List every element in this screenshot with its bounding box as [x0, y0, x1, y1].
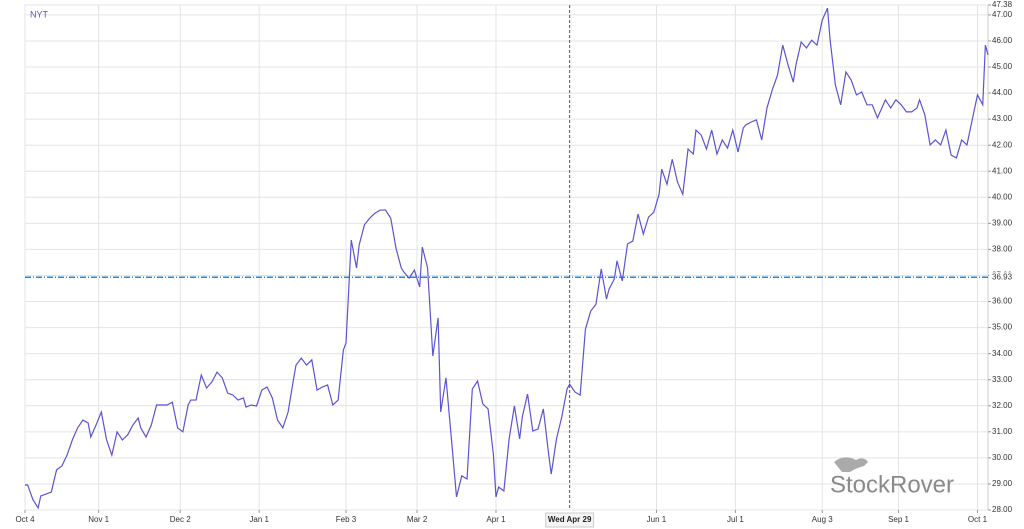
x-tick-label: Sep 1 [888, 515, 909, 524]
price-line [25, 7, 989, 510]
y-tick-label: 39.00 [992, 218, 1013, 227]
legend-label: NYT [30, 9, 49, 19]
y-tick-label: 38.00 [992, 245, 1013, 254]
x-tick-label: Jan 1 [249, 515, 269, 524]
x-tick-label: Aug 3 [812, 515, 833, 524]
y-tick-label: 40.00 [992, 192, 1013, 201]
x-tick-label: Mar 2 [407, 515, 428, 524]
y-tick-label: 29.00 [992, 479, 1013, 488]
y-tick-label: 47.00 [992, 10, 1013, 19]
y-tick-label: 47.38 [992, 0, 1013, 9]
x-tick-label: Jun 1 [647, 515, 667, 524]
y-tick-label: 36.00 [992, 297, 1013, 306]
y-tick-label: 41.00 [992, 166, 1013, 175]
crosshair-label-box [545, 512, 595, 528]
y-tick-label: 46.00 [992, 36, 1013, 45]
x-tick-label: Oct 4 [15, 515, 35, 524]
x-tick-label: Jul 1 [727, 515, 744, 524]
y-tick-label: 33.00 [992, 375, 1013, 384]
x-tick-label: Feb 3 [336, 515, 357, 524]
y-tick-label: 32.00 [992, 401, 1013, 410]
y-tick-label: 45.00 [992, 62, 1013, 71]
y-tick-label: 30.00 [992, 453, 1013, 462]
y-tick-label: 28.00 [992, 505, 1013, 514]
reference-label-box [989, 272, 1019, 283]
grid: 28.00 29.00 30.00 31.00 32.00 33.00 34.00 35.00… [15, 0, 1012, 524]
reference-label: 36.93 [992, 272, 1013, 281]
logo-icon [834, 457, 868, 472]
x-tick-label: Dec 2 [170, 515, 191, 524]
y-tick-label: 44.00 [992, 88, 1013, 97]
plot-area [24, 4, 989, 511]
marks: 36.93 Wed Apr 29 NYT [25, 5, 1019, 528]
x-tick-label: Nov 1 [88, 515, 109, 524]
y-tick-label: 35.00 [992, 323, 1013, 332]
crosshair-label: Wed Apr 29 [548, 515, 592, 524]
x-tick-label: Oct 1 [968, 515, 988, 524]
y-tick-label: 43.00 [992, 114, 1013, 123]
y-tick-label: 31.00 [992, 427, 1013, 436]
logo: StockRover [830, 457, 954, 498]
y-tick-label: 34.00 [992, 349, 1013, 358]
watermark: StockRover [830, 471, 954, 498]
x-tick-label: Apr 1 [486, 515, 506, 524]
y-tick-label: 42.00 [992, 140, 1013, 149]
